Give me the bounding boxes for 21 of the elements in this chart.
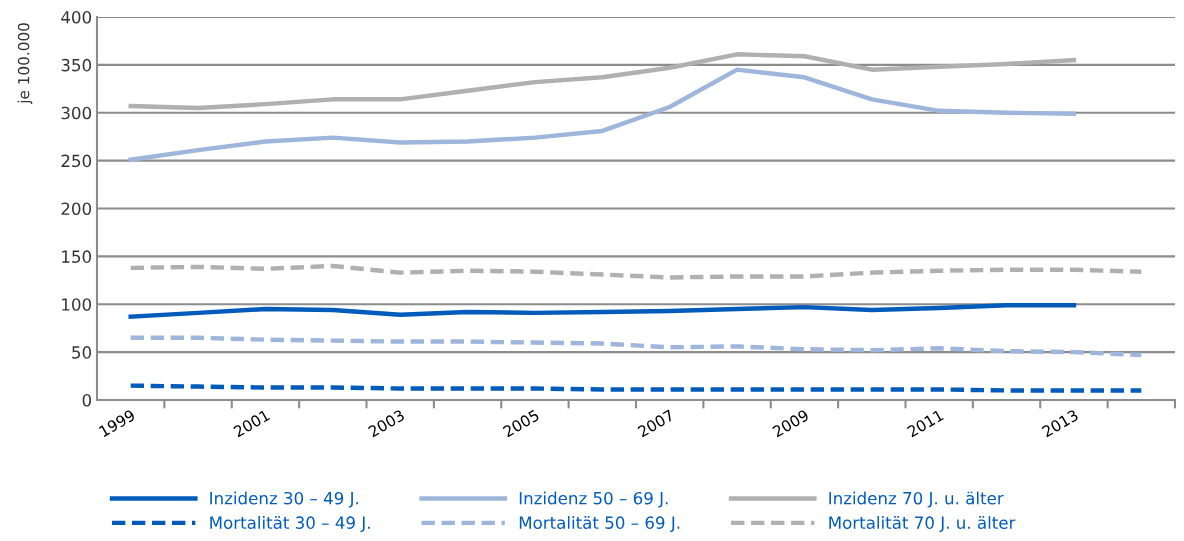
line-series	[128, 52, 1077, 111]
legend-label: Inzidenz 50 – 69 J.	[519, 491, 668, 508]
line-series	[128, 302, 1077, 319]
y-tick-label: 50	[72, 346, 92, 359]
y-tick-label: 200	[61, 202, 92, 216]
line-series	[128, 335, 1144, 358]
legend-label: Mortalität 30 – 49 J.	[210, 516, 370, 533]
legend-label: Inzidenz 30 – 49 J.	[210, 491, 359, 508]
legend-label: Mortalität 50 – 69 J.	[519, 516, 680, 533]
line-series	[128, 67, 1077, 162]
y-tick-label: 100	[62, 298, 92, 311]
y-tick-label: 150	[62, 250, 92, 263]
y-tick-label: 0	[82, 393, 92, 407]
y-tick-label: 300	[61, 106, 92, 120]
y-axis-title: je 100.000	[17, 23, 33, 105]
legend-label: Mortalität 70 J. u. älter	[829, 516, 1016, 533]
y-tick-label: 350	[61, 58, 92, 72]
y-tick-label: 250	[61, 154, 92, 168]
legend-label: Inzidenz 70 J. u. älter	[829, 491, 1004, 508]
line-series	[128, 263, 1144, 280]
y-tick-label: 400	[61, 10, 92, 24]
